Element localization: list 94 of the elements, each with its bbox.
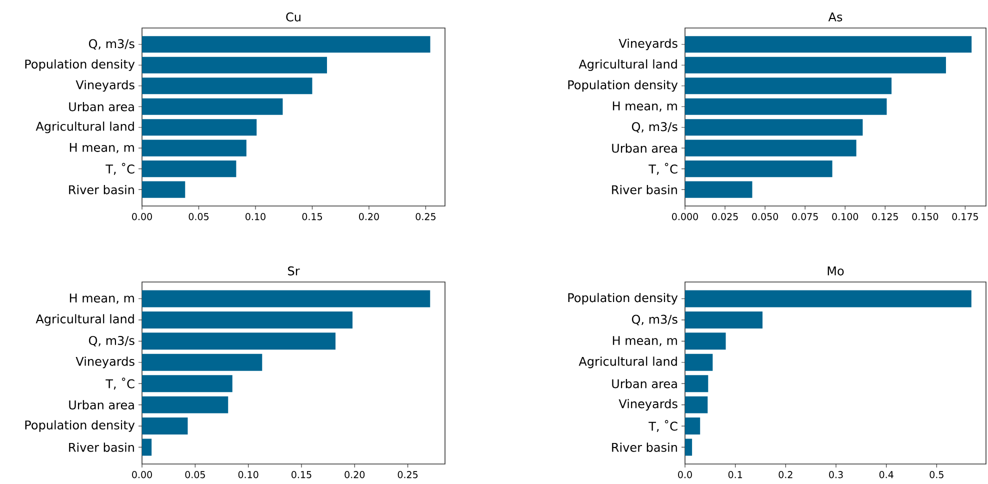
bar: [142, 290, 430, 308]
y-tick-label: River basin: [69, 442, 134, 452]
y-tick-label: T, ˚C: [648, 420, 678, 432]
bar: [685, 396, 708, 414]
y-tick-label: Q, m3/s: [632, 122, 678, 133]
bar: [685, 140, 856, 156]
x-tick-label: 0.25: [416, 213, 436, 220]
x-tick-label: 0.20: [344, 471, 365, 478]
y-tick-label: Urban area: [69, 102, 134, 112]
bar: [685, 354, 713, 371]
y-tick-label: Q, m3/s: [88, 39, 134, 50]
y-tick-label: T, ˚C: [106, 162, 134, 175]
x-tick-label: 0.15: [302, 213, 322, 220]
x-tick-label: 0.025: [712, 213, 738, 220]
bar: [142, 36, 430, 53]
x-tick-label: 0.075: [792, 213, 818, 220]
bar: [685, 56, 946, 74]
bar: [685, 181, 752, 198]
y-tick-label: Population density: [568, 80, 678, 92]
y-tick-label: H mean, m: [612, 102, 677, 112]
y-tick-label: River basin: [612, 442, 677, 452]
bar: [142, 78, 312, 94]
bar: [142, 98, 283, 115]
bar: [142, 181, 186, 198]
bar: [142, 418, 188, 435]
x-tick-label: 0.00: [132, 471, 152, 478]
y-tick-label: H mean, m: [70, 143, 134, 154]
bar: [685, 438, 692, 456]
x-tick-label: 0.000: [672, 213, 698, 220]
x-tick-label: 0.175: [952, 213, 978, 220]
y-tick-label: Agricultural land: [36, 122, 134, 134]
bar: [142, 396, 228, 414]
y-tick-label: Urban area: [612, 378, 677, 388]
x-tick-label: 0.00: [132, 213, 152, 220]
bar: [142, 332, 336, 350]
y-tick-label: H mean, m: [612, 336, 677, 346]
y-tick-label: River basin: [612, 184, 677, 194]
bar: [685, 418, 700, 435]
y-tick-label: River basin: [69, 184, 134, 194]
y-tick-label: Vineyards: [618, 399, 678, 411]
x-tick-label: 0.4: [879, 471, 894, 478]
bar: [142, 311, 353, 328]
bar: [685, 290, 972, 308]
x-tick-label: 0.0: [678, 471, 692, 478]
bar: [685, 119, 863, 136]
bar: [142, 438, 152, 456]
y-tick-label: Population density: [568, 292, 678, 305]
x-tick-label: 0.3: [829, 471, 843, 478]
y-tick-label: H mean, m: [70, 294, 134, 304]
bar: [685, 375, 708, 392]
x-tick-label: 0.15: [292, 471, 312, 478]
y-tick-label: Vineyards: [618, 38, 678, 50]
y-tick-label: T, ˚C: [106, 378, 134, 390]
chart-title: Sr: [288, 266, 300, 276]
x-tick-label: 0.125: [872, 213, 898, 220]
y-tick-label: Q, m3/s: [88, 336, 134, 346]
bar: [142, 160, 236, 178]
bar: [685, 311, 763, 328]
bar: [685, 78, 892, 94]
x-tick-label: 0.2: [778, 471, 792, 478]
bar: [685, 160, 832, 178]
y-tick-label: Agricultural land: [578, 59, 677, 71]
y-tick-label: Agricultural land: [36, 314, 134, 326]
y-tick-label: Urban area: [69, 400, 134, 410]
x-tick-label: 0.10: [238, 471, 258, 478]
x-tick-label: 0.05: [185, 471, 205, 478]
y-tick-label: Population density: [25, 420, 135, 432]
y-tick-label: T, ˚C: [648, 162, 678, 175]
x-tick-label: 0.10: [246, 213, 266, 220]
bar: [142, 56, 327, 74]
x-tick-label: 0.25: [398, 471, 418, 478]
bar: [142, 375, 232, 392]
bar: [142, 119, 257, 136]
x-tick-label: 0.1: [728, 471, 742, 478]
x-tick-label: 0.05: [188, 213, 208, 220]
y-tick-label: Urban area: [612, 143, 677, 153]
bar: [685, 36, 972, 53]
bar: [685, 332, 726, 350]
bar: [142, 354, 262, 371]
y-tick-label: Q, m3/s: [632, 314, 678, 326]
y-tick-label: Agricultural land: [578, 356, 677, 368]
chart-title: Mo: [828, 266, 844, 276]
bar: [142, 140, 246, 156]
chart-title: As: [828, 12, 842, 22]
x-tick-label: 0.100: [832, 213, 858, 220]
x-tick-label: 0.050: [752, 213, 778, 220]
bar: [685, 98, 887, 115]
x-tick-label: 0.150: [912, 213, 938, 220]
x-tick-label: 0.20: [359, 213, 379, 220]
y-tick-label: Vineyards: [76, 80, 134, 92]
x-tick-label: 0.5: [930, 471, 944, 478]
y-tick-label: Vineyards: [76, 356, 134, 368]
chart-title: Cu: [286, 12, 300, 22]
y-tick-label: Population density: [25, 59, 135, 71]
